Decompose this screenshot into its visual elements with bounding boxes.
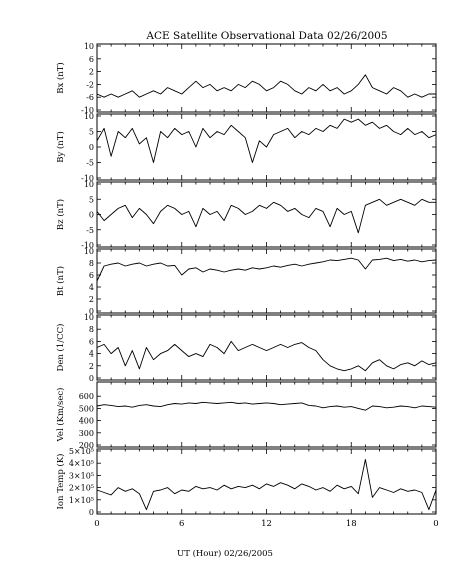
- y-tick-label: 6: [89, 271, 94, 280]
- y-tick-label: 6: [89, 55, 94, 64]
- y-axis-label: Den (1/CC): [55, 324, 66, 372]
- y-tick-label: 4: [89, 350, 94, 359]
- y-tick-label: 600: [79, 392, 94, 401]
- y-tick-label: 5: [89, 195, 94, 204]
- y-axis-label: Vel (Km/sec): [55, 388, 66, 443]
- y-tick-label: -6: [86, 93, 94, 102]
- y-tick-label: -2: [86, 80, 94, 89]
- y-axis-label: By (nT): [55, 131, 66, 163]
- panel-frame: [96, 448, 437, 515]
- y-tick-label: 8: [89, 259, 94, 268]
- panel-7: 5×10⁵ 4×10⁵ 3×10⁵ 2×10⁵ 1×10⁵ 0 Ion Temp (K): [55, 447, 437, 517]
- y-tick-label: -10: [81, 174, 94, 183]
- y-tick-label: 500: [79, 404, 94, 413]
- y-tick-label: 0: [89, 143, 94, 152]
- y-tick-label: 4: [89, 283, 94, 292]
- panel-3: 10 5 0 -5 -10 Bz (nT): [55, 180, 437, 250]
- y-tick-label: 0: [89, 508, 94, 517]
- y-tick-label: 6: [89, 337, 94, 346]
- series-line: [96, 340, 437, 372]
- y-tick-label: 200: [79, 441, 94, 450]
- series-line: [96, 401, 437, 411]
- chart-panels: 10 6 2 -2 -6 -10 Bx (nT) 10 5 0 -5 -10 By (nT) 10 5 0 -5…: [55, 42, 439, 529]
- y-tick-label: 0: [89, 211, 94, 220]
- panel-frame: [96, 181, 437, 248]
- y-tick-label: 2×10⁵: [69, 484, 94, 493]
- series-line: [96, 74, 436, 98]
- x-tick-label: 0: [94, 519, 99, 529]
- x-tick-label: 6: [179, 519, 184, 529]
- y-tick-label: 10: [84, 180, 94, 189]
- y-axis-label: Bz (nT): [55, 199, 66, 230]
- series-line: [96, 459, 437, 511]
- y-axis-label: Bt (nT): [55, 266, 66, 296]
- y-axis-label: Bx (nT): [55, 62, 66, 94]
- y-tick-label: 10: [84, 42, 94, 51]
- y-tick-label: 400: [79, 417, 94, 426]
- y-tick-label: -5: [86, 159, 94, 168]
- y-axis-label: Ion Temp (K): [55, 454, 66, 510]
- panel-frame: [96, 381, 437, 448]
- chart-title: ACE Satellite Observational Data 02/26/2…: [145, 30, 387, 42]
- y-tick-label: 5×10⁵: [69, 447, 94, 456]
- y-tick-label: 2: [89, 362, 94, 371]
- y-tick-label: 5: [89, 128, 94, 137]
- y-tick-label: 2: [89, 68, 94, 77]
- panel-frame: [96, 314, 437, 381]
- x-axis-label: UT (Hour) 02/26/2005: [177, 548, 273, 559]
- panel-1: 10 6 2 -2 -6 -10 Bx (nT): [55, 42, 437, 115]
- y-tick-label: 2: [89, 295, 94, 304]
- panel-2: 10 5 0 -5 -10 By (nT): [55, 112, 437, 183]
- panel-6: 600 500 400 300 200 Vel (Km/sec): [55, 381, 437, 450]
- y-tick-label: 10: [84, 313, 94, 322]
- x-tick-label: 12: [261, 519, 272, 529]
- y-tick-label: 4×10⁵: [69, 459, 94, 468]
- y-tick-label: -10: [81, 106, 94, 115]
- series-line: [96, 257, 437, 282]
- y-tick-label: -5: [86, 226, 94, 235]
- y-tick-label: -10: [81, 241, 94, 250]
- panel-4: 10 8 6 4 2 0 Bt (nT): [55, 247, 437, 316]
- panel-5: 10 8 6 4 2 0 Den (1/CC): [55, 313, 437, 383]
- y-tick-label: 0: [89, 374, 94, 383]
- x-tick-label: 0: [433, 519, 438, 529]
- x-tick-label: 18: [346, 519, 357, 529]
- y-tick-label: 1×10⁵: [69, 496, 94, 505]
- y-tick-label: 8: [89, 325, 94, 334]
- y-tick-label: 0: [89, 307, 94, 316]
- panel-frame: [96, 43, 437, 113]
- y-tick-label: 10: [84, 247, 94, 256]
- series-line: [96, 198, 436, 234]
- y-tick-label: 300: [79, 429, 94, 438]
- y-tick-label: 3×10⁵: [69, 471, 94, 480]
- series-line: [96, 118, 437, 163]
- y-tick-label: 10: [84, 112, 94, 121]
